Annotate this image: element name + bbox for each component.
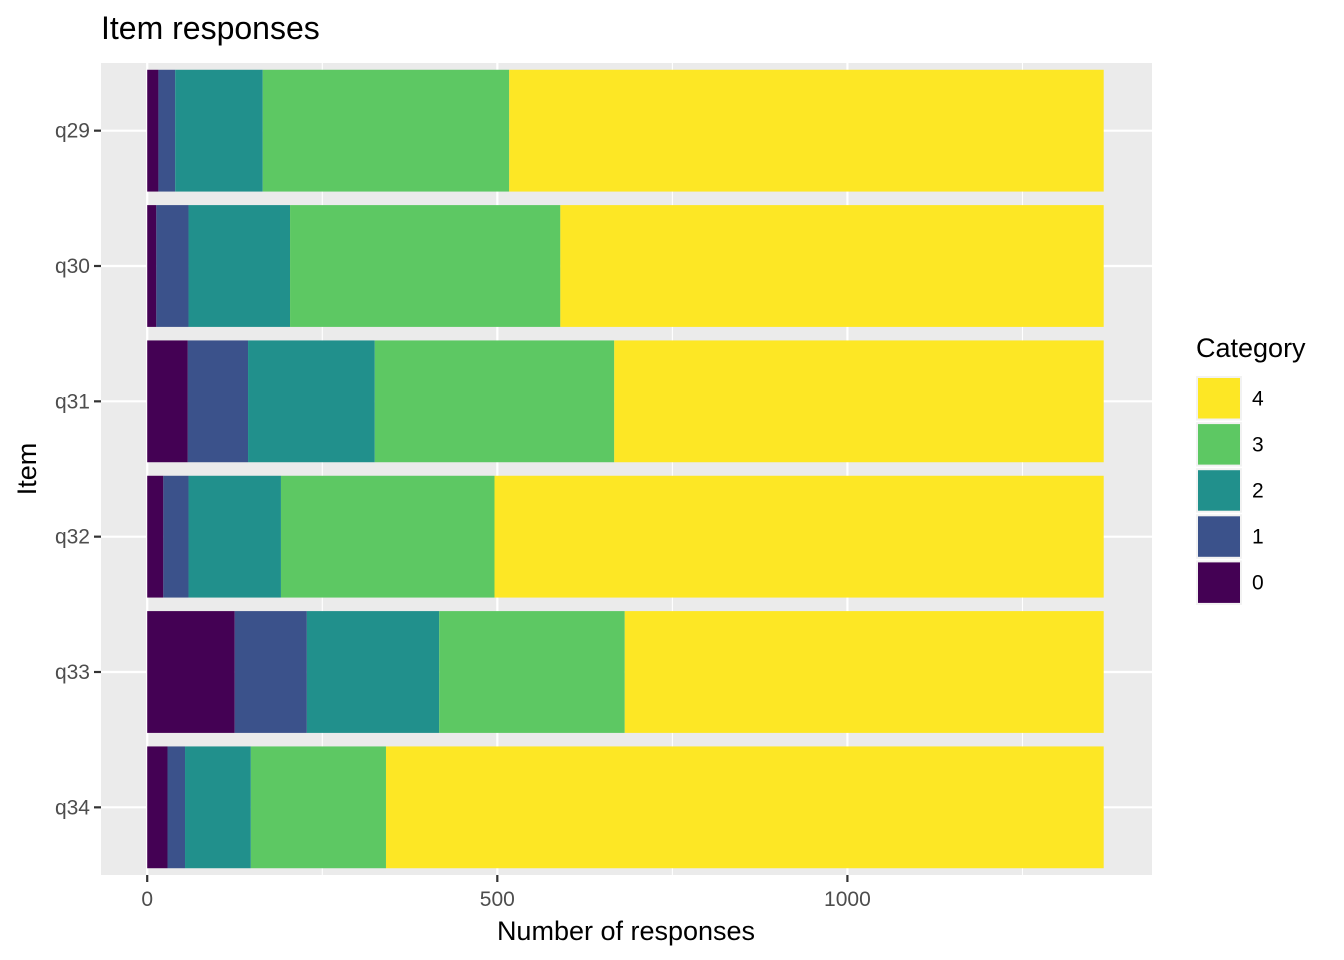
bar-q29-cat-0	[147, 69, 159, 192]
bar-q29-cat-4	[509, 69, 1104, 192]
legend-label-2: 2	[1252, 479, 1264, 502]
bar-q34-cat-0	[147, 746, 168, 869]
legend-swatch-2	[1198, 470, 1240, 511]
plot-panel	[101, 63, 1152, 875]
bar-q31-cat-0	[147, 340, 188, 463]
bar-q29-cat-3	[262, 69, 510, 192]
bar-q29-cat-1	[158, 69, 176, 192]
legend-label-4: 4	[1252, 387, 1264, 410]
y-axis: q29 q30 q31 q32 q33 q34	[55, 120, 101, 819]
bar-q33-cat-0	[147, 611, 235, 733]
x-axis-title: Number of responses	[497, 916, 755, 946]
bar-q32-cat-0	[147, 475, 164, 598]
legend-swatch-4	[1198, 378, 1240, 419]
y-tick-label: q29	[55, 120, 90, 143]
legend-label-1: 1	[1252, 526, 1264, 549]
legend-swatch-3	[1198, 424, 1240, 465]
x-tick-label: 1000	[824, 888, 871, 911]
bar-q30-cat-3	[290, 205, 561, 327]
bar-q34-cat-3	[250, 746, 386, 869]
legend-swatch-1	[1198, 516, 1240, 557]
bar-q32-cat-4	[494, 475, 1104, 598]
x-axis: 0 500 1000	[141, 875, 871, 911]
bars	[147, 69, 1104, 869]
legend-title: Category	[1196, 333, 1306, 363]
bar-q30-cat-4	[560, 205, 1104, 327]
y-tick-label: q30	[55, 255, 90, 278]
legend-swatch-0	[1198, 562, 1240, 603]
bar-q32-cat-3	[280, 475, 495, 598]
bar-q30-cat-1	[156, 205, 189, 327]
bar-q30-cat-2	[188, 205, 291, 327]
bar-q30-cat-0	[147, 205, 157, 327]
bar-q33-cat-3	[439, 611, 625, 733]
bar-q32-cat-2	[188, 475, 281, 598]
chart-title: Item responses	[101, 10, 320, 46]
y-tick-label: q33	[55, 661, 90, 684]
x-tick-label: 500	[480, 888, 515, 911]
bar-q33-cat-2	[306, 611, 440, 733]
bar-q32-cat-1	[163, 475, 189, 598]
bar-q34-cat-1	[167, 746, 186, 869]
bar-q31-cat-4	[614, 340, 1104, 463]
bar-q31-cat-2	[248, 340, 375, 463]
legend-label-0: 0	[1252, 572, 1264, 595]
legend: Category 4 3 2 1 0	[1196, 333, 1306, 605]
bar-q33-cat-4	[624, 611, 1104, 733]
bar-q33-cat-1	[234, 611, 307, 733]
y-tick-label: q31	[55, 390, 90, 413]
y-axis-title: Item	[12, 443, 42, 496]
y-tick-label: q34	[55, 796, 90, 819]
bar-q31-cat-3	[374, 340, 615, 463]
grid-minor	[321, 63, 1024, 875]
bar-q34-cat-4	[385, 746, 1104, 869]
x-tick-label: 0	[141, 888, 153, 911]
bar-q29-cat-2	[175, 69, 263, 192]
legend-label-3: 3	[1252, 433, 1264, 456]
bar-q31-cat-1	[187, 340, 249, 463]
y-tick-label: q32	[55, 526, 90, 549]
bar-q34-cat-2	[185, 746, 251, 869]
